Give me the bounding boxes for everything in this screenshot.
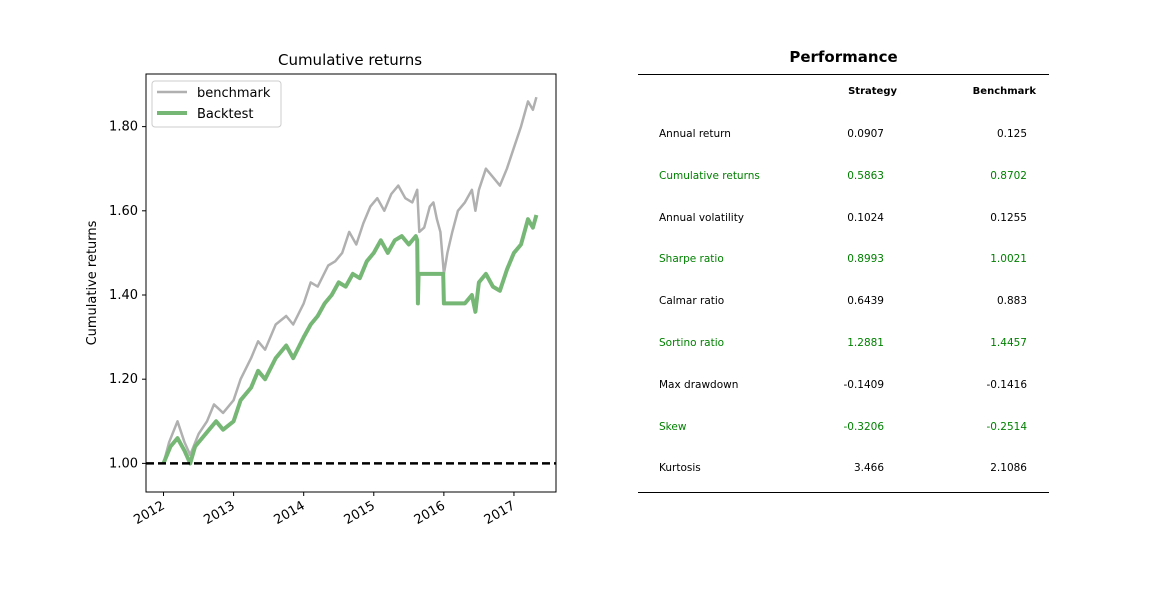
metric-benchmark-value: 0.8702 xyxy=(990,169,1027,182)
metric-strategy-value: 0.6439 xyxy=(847,295,884,308)
y-tick-label: 1.40 xyxy=(109,288,138,303)
performance-title: Performance xyxy=(789,48,898,66)
x-tick-label: 2016 xyxy=(412,498,448,528)
chart-title: Cumulative returns xyxy=(278,51,422,69)
metric-strategy-value: 0.5863 xyxy=(847,169,884,182)
legend: benchmark Backtest xyxy=(151,80,282,128)
metric-benchmark-value: -0.2514 xyxy=(986,420,1027,433)
metric-strategy-value: -0.3206 xyxy=(843,420,884,433)
metric-label: Kurtosis xyxy=(659,462,701,475)
x-tick-label: 2012 xyxy=(131,498,167,528)
metric-benchmark-value: -0.1416 xyxy=(986,378,1027,391)
legend-label-backtest: Backtest xyxy=(197,107,254,122)
metric-strategy-value: -0.1409 xyxy=(843,378,884,391)
x-tick-label: 2013 xyxy=(201,498,237,528)
metric-label: Annual return xyxy=(659,128,731,140)
metric-label: Calmar ratio xyxy=(659,295,725,308)
metric-label: Skew xyxy=(659,420,687,433)
benchmark-line xyxy=(162,96,538,464)
metric-label: Cumulative returns xyxy=(659,169,760,182)
x-tick-label: 2015 xyxy=(342,498,378,528)
legend-label-benchmark: benchmark xyxy=(197,86,271,101)
metric-strategy-value: 0.0907 xyxy=(847,128,884,140)
metric-label: Sharpe ratio xyxy=(659,253,724,266)
plot-frame xyxy=(145,73,557,493)
metric-strategy-value: 0.8993 xyxy=(847,253,884,266)
y-tick-label: 1.00 xyxy=(109,456,138,471)
y-axis-label: Cumulative returns xyxy=(85,220,100,345)
backtest-line xyxy=(161,214,539,466)
table-top-rule xyxy=(638,74,1049,75)
metric-benchmark-value: 1.4457 xyxy=(990,337,1027,349)
y-tick-label: 1.20 xyxy=(109,372,138,387)
column-header-strategy: Strategy xyxy=(848,86,897,97)
metric-label: Max drawdown xyxy=(659,378,739,391)
y-tick-label: 1.80 xyxy=(109,120,138,135)
cumulative-returns-chart: Cumulative returns Cumulative returns 1.… xyxy=(85,51,557,528)
metric-benchmark-value: 0.1255 xyxy=(990,211,1027,224)
metric-benchmark-value: 0.125 xyxy=(996,128,1027,140)
table-bottom-rule xyxy=(638,492,1049,493)
metric-strategy-value: 3.466 xyxy=(853,462,884,475)
metric-strategy-value: 1.2881 xyxy=(847,337,884,349)
column-header-benchmark: Benchmark xyxy=(972,86,1036,97)
metric-label: Sortino ratio xyxy=(659,337,725,349)
metric-benchmark-value: 2.1086 xyxy=(990,462,1027,475)
metric-label: Annual volatility xyxy=(659,211,745,224)
metric-benchmark-value: 1.0021 xyxy=(990,253,1027,266)
metric-benchmark-value: 0.883 xyxy=(996,295,1027,308)
y-tick-label: 1.60 xyxy=(109,204,138,219)
x-tick-label: 2014 xyxy=(272,498,308,528)
x-tick-label: 2017 xyxy=(482,498,518,528)
metric-strategy-value: 0.1024 xyxy=(847,211,884,224)
